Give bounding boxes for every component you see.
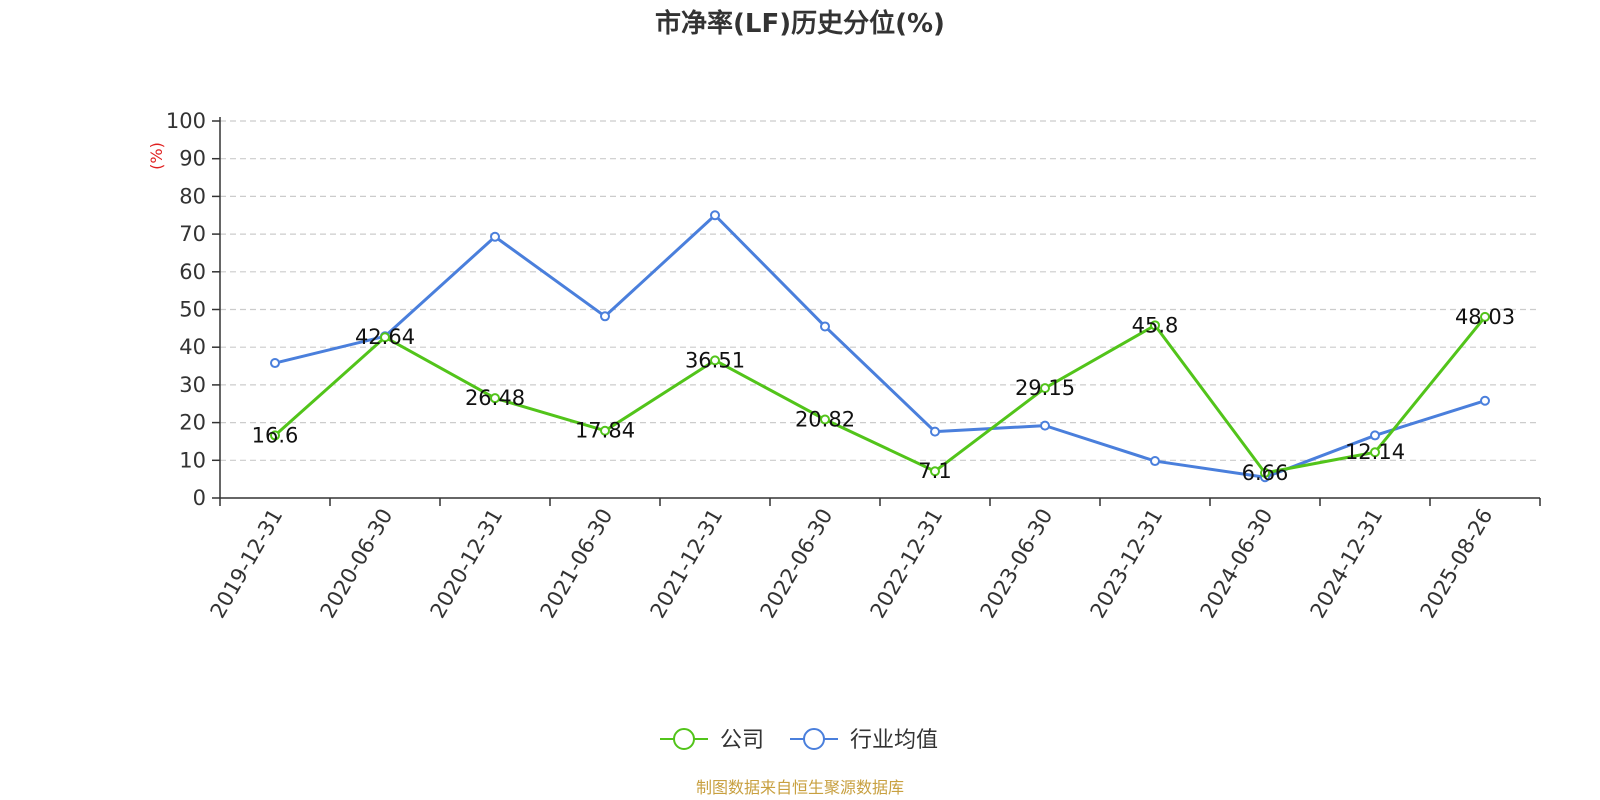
- data-labels: 16.6 42.64 26.48 17.84 36.51 20.82 7.1 29.15 45.…: [252, 305, 1515, 485]
- data-label: 42.64: [355, 325, 415, 349]
- series: [270, 210, 1490, 483]
- data-label: 6.66: [1242, 461, 1289, 485]
- legend[interactable]: 公司 行业均值: [660, 728, 938, 753]
- legend-company-label: 公司: [720, 728, 764, 753]
- series-1-point: [710, 210, 720, 221]
- x-tick-label: 2020-06-30: [316, 505, 398, 623]
- series-0-point: [930, 466, 940, 477]
- x-tick-label: 2021-06-30: [536, 505, 618, 623]
- x-tick-label: 2024-12-31: [1306, 505, 1388, 623]
- series-0-point: [1260, 467, 1270, 478]
- series-1-point: [1480, 395, 1490, 406]
- grid: [220, 120, 1540, 461]
- y-tick-label: 20: [179, 411, 206, 435]
- y-tick-label: 40: [179, 335, 206, 359]
- series-0-point: [380, 332, 390, 343]
- legend-item-industry-average[interactable]: 行业均值: [790, 728, 938, 753]
- x-tick-label: 2021-12-31: [646, 505, 728, 623]
- axes: 0 10 20 30 40 50 60 70 80 90 100 2019-12-31 2020-06-…: [166, 109, 1541, 623]
- series-1-point: [1370, 430, 1380, 441]
- legend-industry-marker-icon: [803, 728, 825, 750]
- x-tick-label: 2025-08-26: [1416, 505, 1498, 623]
- series-line-1: [274, 213, 1486, 479]
- series-1-point: [600, 311, 610, 322]
- x-tick-label: 2023-12-31: [1086, 505, 1168, 623]
- y-tick-label: 100: [166, 109, 206, 133]
- x-tick-label: 2020-12-31: [426, 505, 508, 623]
- y-tick-label: 30: [179, 373, 206, 397]
- legend-industry-label: 行业均值: [850, 728, 938, 753]
- series-line-0: [274, 315, 1487, 475]
- series-0-point: [820, 414, 830, 425]
- y-tick-label: 90: [179, 147, 206, 171]
- x-tick-label: 2023-06-30: [976, 505, 1058, 623]
- chart-title: 市净率(LF)历史分位(%): [655, 8, 945, 39]
- series-1-point: [1040, 420, 1050, 431]
- series-1-point: [930, 426, 940, 437]
- series-1-point: [1150, 456, 1160, 467]
- x-tick-label: 2024-06-30: [1196, 505, 1278, 623]
- x-tick-label: 2022-06-30: [756, 505, 838, 623]
- x-tick-label: 2022-12-31: [866, 505, 948, 623]
- legend-company-marker-icon: [673, 728, 695, 750]
- series-0-point: [1480, 311, 1490, 322]
- y-tick-label: 60: [179, 260, 206, 284]
- data-label: 12.14: [1345, 440, 1405, 464]
- y-tick-label: 10: [179, 448, 206, 472]
- y-tick-label: 50: [179, 298, 206, 322]
- series-0-point: [490, 393, 500, 404]
- series-1-point: [270, 358, 280, 369]
- y-tick-label: 70: [179, 222, 206, 246]
- series-0-point: [1150, 320, 1160, 331]
- y-tick-label: 0: [193, 486, 206, 510]
- data-label: 29.15: [1015, 376, 1075, 400]
- data-label: 17.84: [575, 419, 635, 443]
- series-0-point: [710, 355, 720, 366]
- y-tick-label: 80: [179, 184, 206, 208]
- data-label: 7.1: [918, 459, 951, 483]
- series-1-point: [490, 231, 500, 242]
- legend-item-company[interactable]: 公司: [660, 728, 764, 753]
- y-axis-unit: (%): [147, 142, 166, 170]
- series-0-point: [1040, 383, 1050, 394]
- x-tick-label: 2019-12-31: [206, 505, 288, 623]
- data-label: 48.03: [1455, 305, 1515, 329]
- data-label: 20.82: [795, 408, 855, 432]
- data-label: 36.51: [685, 348, 745, 372]
- data-source-note: 制图数据来自恒生聚源数据库: [696, 778, 904, 797]
- series-1-point: [820, 321, 830, 332]
- data-label: 16.6: [252, 423, 299, 447]
- data-label: 45.8: [1132, 313, 1179, 337]
- data-label: 26.48: [465, 386, 525, 410]
- series-0-point: [600, 425, 610, 436]
- series-0-point: [270, 430, 280, 441]
- series-0-point: [1370, 447, 1380, 458]
